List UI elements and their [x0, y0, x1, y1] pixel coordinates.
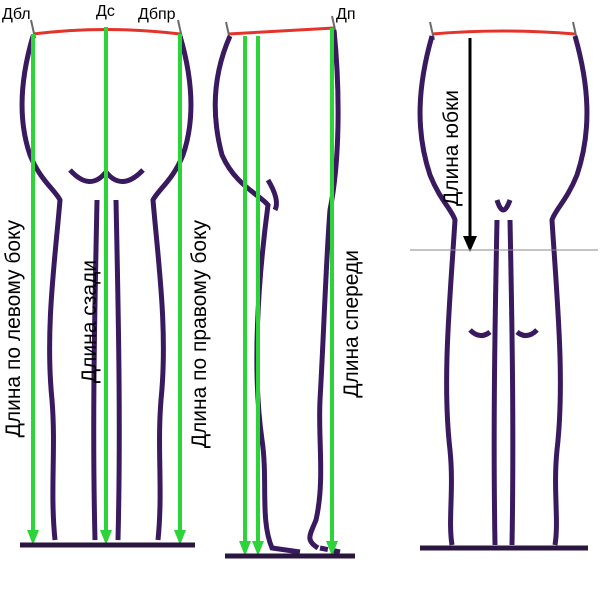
label-dbl: Дбл — [2, 6, 31, 24]
label-front: Длина спереди — [340, 250, 364, 398]
figure-front — [410, 22, 598, 548]
label-dbpr: Дбпр — [138, 6, 176, 24]
figure-back — [20, 20, 195, 545]
figure-side — [215, 16, 355, 556]
label-back: Длина сзади — [78, 260, 102, 383]
label-right-side: Длина по правому боку — [188, 220, 212, 448]
label-ds: Дс — [96, 3, 115, 21]
label-dp: Дп — [336, 6, 356, 24]
label-skirt: Длина юбки — [440, 90, 464, 206]
label-left-side: Длина по левому боку — [2, 220, 26, 437]
